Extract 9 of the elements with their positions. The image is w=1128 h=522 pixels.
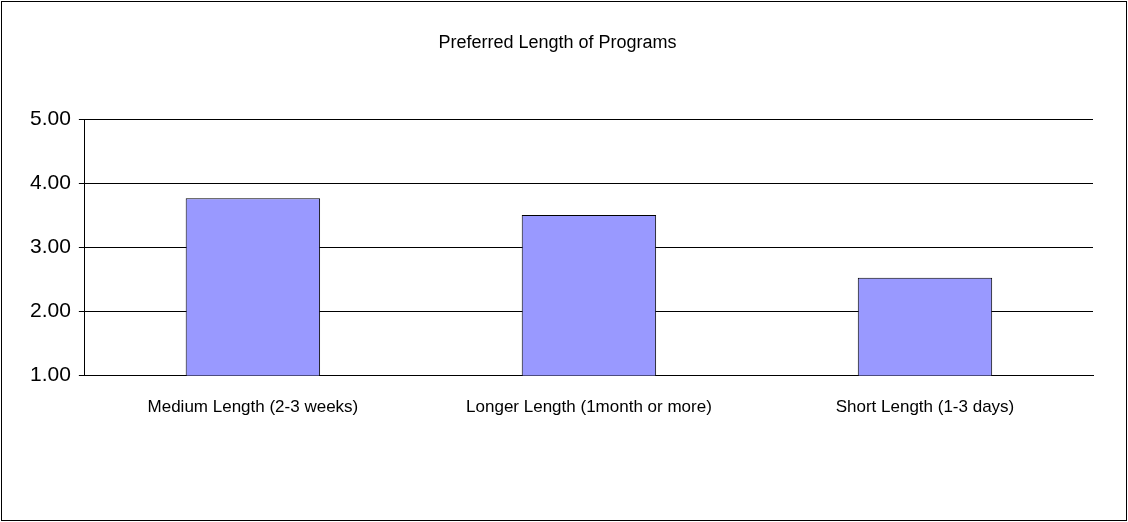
x-tick-label: Medium Length (2-3 weeks): [147, 397, 359, 417]
chart-title: Preferred Length of Programs: [438, 31, 677, 52]
y-tick-label: 5.00: [30, 106, 71, 130]
x-tick-label: Short Length (1-3 days): [835, 397, 1015, 417]
y-tick-label: 4.00: [30, 170, 71, 194]
y-tick-label: 2.00: [30, 298, 71, 322]
x-tick-label: Longer Length (1month or more): [466, 397, 712, 417]
y-tick-label: 1.00: [30, 362, 71, 386]
y-tick-label: 3.00: [30, 234, 71, 258]
